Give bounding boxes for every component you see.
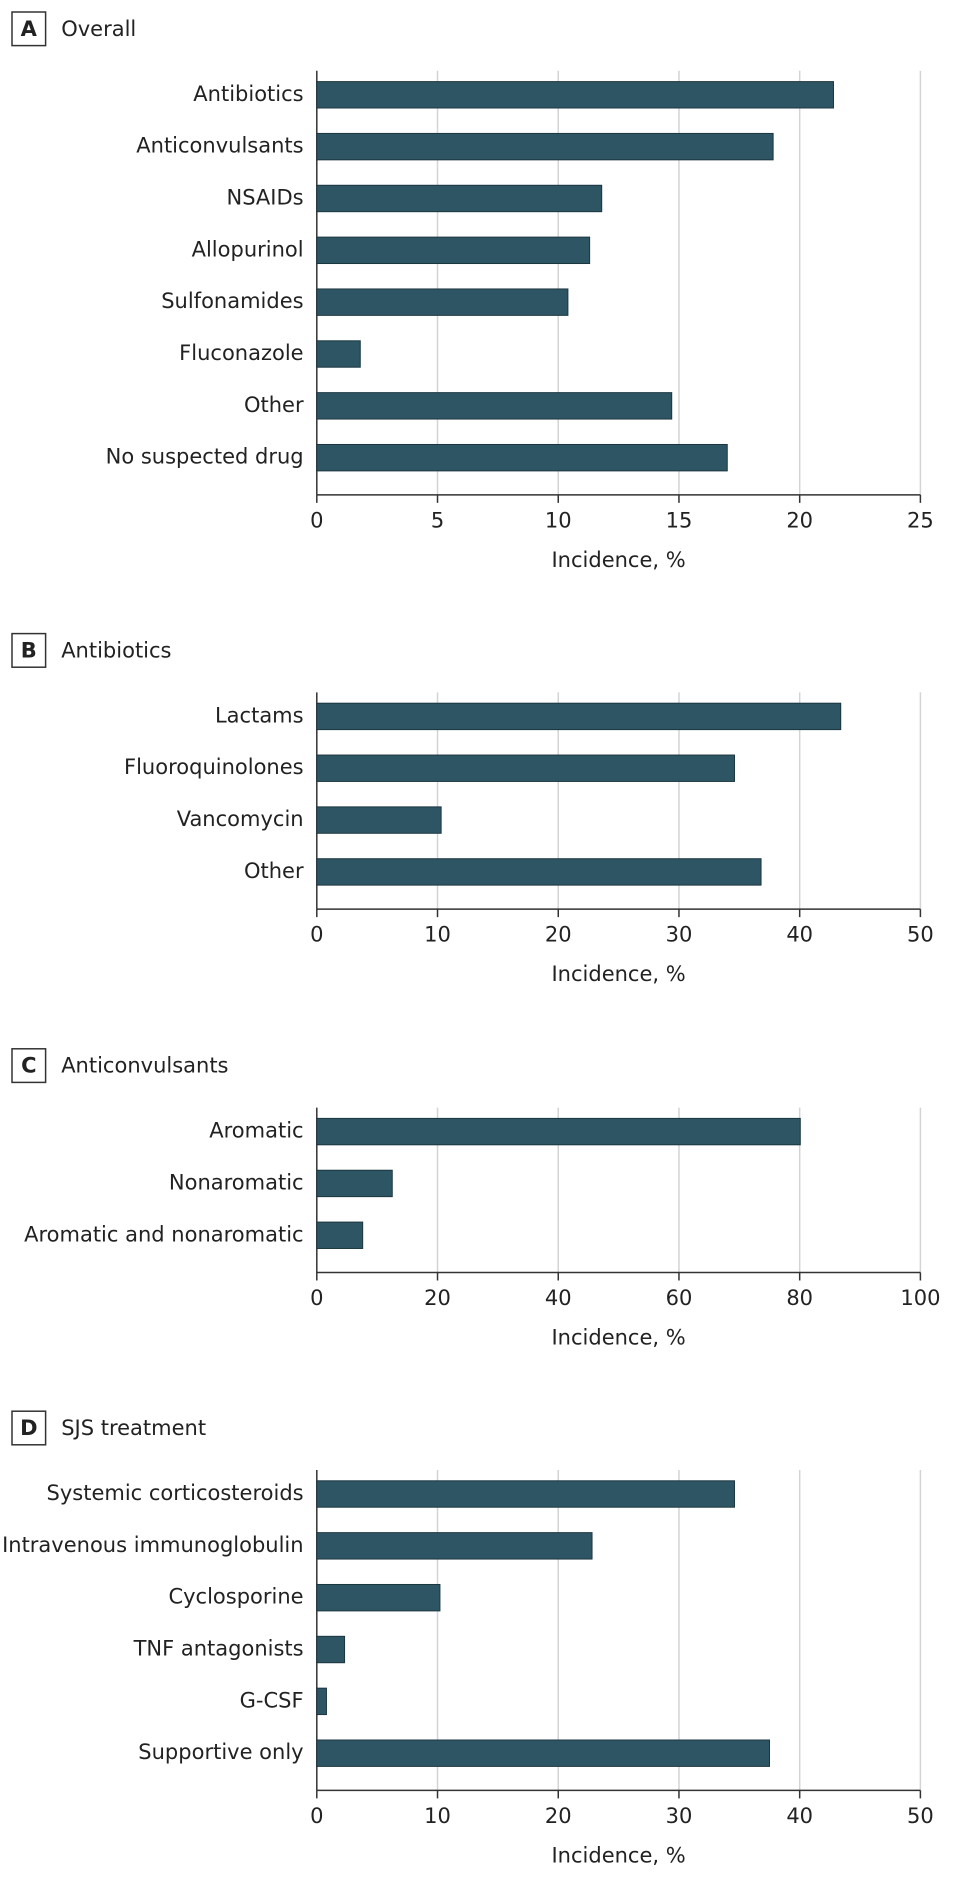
x-tick-label: 60: [666, 1286, 693, 1310]
y-tick-label: Aromatic and nonaromatic: [24, 1222, 303, 1246]
y-tick-label: Fluconazole: [179, 341, 303, 365]
x-tick-label: 50: [907, 923, 934, 947]
y-tick-label: Sulfonamides: [161, 289, 303, 313]
y-tick-label: Aromatic: [209, 1119, 303, 1143]
y-tick-label: Lactams: [215, 703, 304, 727]
y-tick-label: Nonaromatic: [169, 1170, 304, 1194]
x-tick-label: 5: [431, 508, 444, 532]
y-tick-label: Other: [244, 859, 304, 883]
y-tick-label: NSAIDs: [226, 185, 303, 209]
bar: [316, 236, 591, 265]
panel-letter: A: [21, 17, 38, 41]
bar: [316, 132, 774, 161]
bar: [316, 806, 442, 834]
x-tick-label: 0: [310, 1804, 323, 1828]
x-tick-label: 20: [545, 1804, 572, 1828]
x-tick-label: 10: [545, 508, 572, 532]
y-tick-label: Antibiotics: [193, 82, 303, 106]
x-tick-label: 100: [900, 1286, 940, 1310]
x-tick-label: 20: [424, 1286, 451, 1310]
x-tick-label: 0: [310, 1286, 323, 1310]
x-tick-label: 40: [786, 1804, 813, 1828]
x-tick-label: 80: [786, 1286, 813, 1310]
bar: [316, 1117, 801, 1146]
bar: [316, 1169, 393, 1198]
x-tick-label: 40: [786, 923, 813, 947]
x-tick-label: 40: [545, 1286, 572, 1310]
panel-title: Anticonvulsants: [61, 1054, 228, 1078]
panel-title: Overall: [61, 17, 136, 41]
panel-box: [11, 1048, 47, 1084]
x-tick-label: 15: [666, 508, 693, 532]
x-tick-label: 20: [545, 923, 572, 947]
x-tick-label: 10: [424, 1804, 451, 1828]
y-tick-label: Allopurinol: [192, 237, 304, 261]
y-tick-label: Fluoroquinolones: [124, 755, 304, 779]
y-tick-label: Vancomycin: [177, 807, 304, 831]
bar: [316, 392, 673, 420]
panel-title: Antibiotics: [61, 638, 171, 662]
bar: [316, 443, 728, 472]
x-axis-label: Incidence, %: [551, 1843, 685, 1867]
bar: [316, 754, 735, 782]
panel-letter: D: [20, 1416, 37, 1440]
bar: [316, 288, 569, 316]
panel-letter: B: [21, 638, 37, 662]
panel-title: SJS treatment: [61, 1416, 206, 1440]
x-tick-label: 50: [907, 1804, 934, 1828]
panel-letter: C: [21, 1054, 36, 1078]
y-tick-label: G-CSF: [240, 1688, 304, 1712]
bar: [316, 702, 842, 731]
bar: [316, 1221, 364, 1249]
x-axis-label: Incidence, %: [551, 1325, 685, 1349]
bar: [316, 1480, 735, 1508]
x-axis-label: Incidence, %: [551, 962, 685, 986]
bar: [316, 1687, 327, 1716]
bar: [316, 858, 762, 886]
x-axis-label: Incidence, %: [551, 548, 685, 572]
bar: [316, 81, 834, 109]
panel-box: [11, 1410, 47, 1446]
y-tick-label: Anticonvulsants: [136, 134, 303, 158]
panel-box: [11, 11, 47, 47]
y-tick-label: Other: [244, 393, 304, 417]
y-tick-label: No suspected drug: [106, 445, 304, 469]
bar: [316, 1739, 770, 1767]
x-tick-label: 30: [666, 1804, 693, 1828]
x-tick-label: 20: [786, 508, 813, 532]
x-tick-label: 30: [666, 923, 693, 947]
y-tick-label: Cyclosporine: [168, 1585, 303, 1609]
y-tick-label: Supportive only: [138, 1740, 303, 1764]
x-tick-label: 0: [310, 923, 323, 947]
bar: [316, 184, 603, 213]
y-tick-label: Systemic corticosteroids: [47, 1481, 304, 1505]
bar: [316, 1583, 441, 1612]
bar: [316, 1635, 346, 1664]
x-tick-label: 25: [907, 508, 934, 532]
panel-box: [11, 632, 47, 668]
x-tick-label: 0: [310, 508, 323, 532]
x-tick-label: 10: [424, 923, 451, 947]
bar: [316, 1532, 593, 1560]
bar: [316, 340, 361, 368]
y-tick-label: Intravenous immunoglobulin: [2, 1533, 304, 1557]
y-tick-label: TNF antagonists: [133, 1637, 304, 1661]
